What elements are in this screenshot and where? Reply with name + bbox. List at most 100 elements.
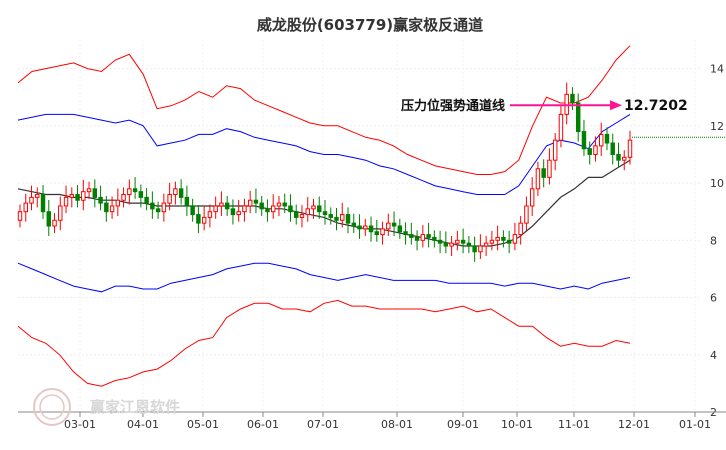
candle-body	[432, 236, 437, 241]
candle-body	[466, 242, 472, 247]
x-tick-label: 03-01	[64, 418, 96, 431]
candle-body	[242, 205, 247, 213]
candle-body	[265, 208, 270, 213]
x-axis: 03-01 04-01 05-01 06-01 07-01 08-01 09-01 10-01…	[18, 411, 726, 431]
chart-title: 威龙股份(603779)赢家极反通道	[257, 16, 483, 34]
resistance-label: 压力位强势通道线	[401, 98, 505, 114]
candle-body	[63, 196, 69, 207]
candle-body	[575, 102, 581, 133]
candle-body	[512, 234, 518, 244]
candle-body	[127, 188, 132, 196]
candle-body	[178, 188, 184, 198]
y-axis-labels: 2468101214	[710, 63, 724, 419]
candle-body	[173, 188, 178, 196]
candle-body	[219, 202, 224, 207]
series-inner_lower	[17, 262, 631, 293]
candle-body	[426, 234, 431, 238]
candle-body	[472, 245, 477, 253]
candle-body	[622, 156, 627, 161]
resistance-annotation: 压力位强势通道线 12.7202	[401, 98, 688, 114]
candle-body	[409, 234, 414, 238]
candlesticks	[17, 82, 726, 262]
candle-body	[368, 225, 374, 233]
candle-body	[363, 225, 368, 230]
x-tick-label: 05-01	[187, 418, 219, 431]
candle-body	[334, 216, 339, 221]
candle-body	[276, 202, 282, 207]
candle-body	[403, 231, 408, 236]
candle-body	[610, 142, 615, 155]
candle-body	[593, 145, 598, 155]
candle-body	[391, 222, 397, 227]
candle-body	[86, 188, 92, 193]
candle-body	[489, 239, 495, 244]
x-tick-label: 08-01	[381, 418, 413, 431]
candle-body	[17, 211, 23, 221]
candle-body	[35, 194, 40, 198]
candle-body	[190, 205, 195, 216]
candle-body	[236, 211, 241, 216]
candle-body	[23, 202, 28, 213]
candle-body	[506, 239, 512, 244]
candle-body	[541, 168, 546, 178]
candle-body	[558, 113, 564, 141]
y-tick-label: 12	[710, 120, 724, 133]
candle-body	[351, 222, 357, 227]
candle-body	[81, 191, 86, 201]
candle-body	[155, 208, 161, 213]
candle-body	[552, 139, 558, 161]
candle-body	[282, 202, 287, 207]
candle-body	[259, 202, 264, 210]
candle-body	[478, 245, 483, 253]
candle-body	[270, 205, 276, 213]
candle-body	[449, 242, 454, 247]
candle-body	[495, 236, 500, 241]
candle-body	[104, 202, 109, 213]
resistance-value: 12.7202	[624, 98, 688, 114]
candle-body	[46, 211, 51, 227]
x-tick-label: 12-01	[618, 418, 650, 431]
grid	[18, 40, 700, 413]
candle-body	[247, 199, 253, 207]
candle-body	[518, 222, 523, 236]
candle-body	[616, 153, 621, 161]
candle-body	[138, 191, 144, 198]
candle-body	[132, 188, 138, 193]
candle-body	[294, 211, 299, 218]
candle-body	[288, 205, 293, 213]
x-tick-label: 01-01	[679, 418, 711, 431]
candle-body	[357, 225, 362, 230]
candle-body	[29, 196, 34, 204]
candle-body	[317, 205, 322, 213]
x-tick-label: 11-01	[558, 418, 590, 431]
candle-body	[535, 168, 541, 190]
candle-body	[109, 205, 115, 213]
y-tick-label: 8	[710, 234, 717, 247]
candle-body	[420, 234, 426, 241]
candle-body	[305, 208, 310, 216]
channel-bands	[17, 45, 631, 387]
candle-body	[167, 194, 172, 204]
candle-body	[570, 93, 575, 104]
candle-body	[340, 214, 345, 221]
candle-body	[224, 202, 230, 210]
candle-body	[547, 159, 552, 178]
candle-body	[98, 196, 103, 204]
candle-body	[374, 231, 380, 236]
candle-body	[253, 199, 259, 204]
candle-body	[501, 236, 506, 241]
candle-body	[69, 194, 75, 198]
candle-body	[599, 133, 604, 147]
series-outer_upper	[17, 45, 631, 175]
candle-body	[437, 239, 443, 244]
candle-body	[58, 205, 63, 221]
x-tick-label: 09-01	[447, 418, 479, 431]
y-tick-label: 6	[710, 292, 717, 305]
candle-body	[150, 202, 155, 210]
candle-body	[161, 202, 167, 213]
watermark: 赢家江恩软件	[33, 388, 180, 426]
candle-body	[397, 225, 403, 233]
x-tick-label: 10-01	[501, 418, 533, 431]
candle-body	[483, 242, 489, 247]
